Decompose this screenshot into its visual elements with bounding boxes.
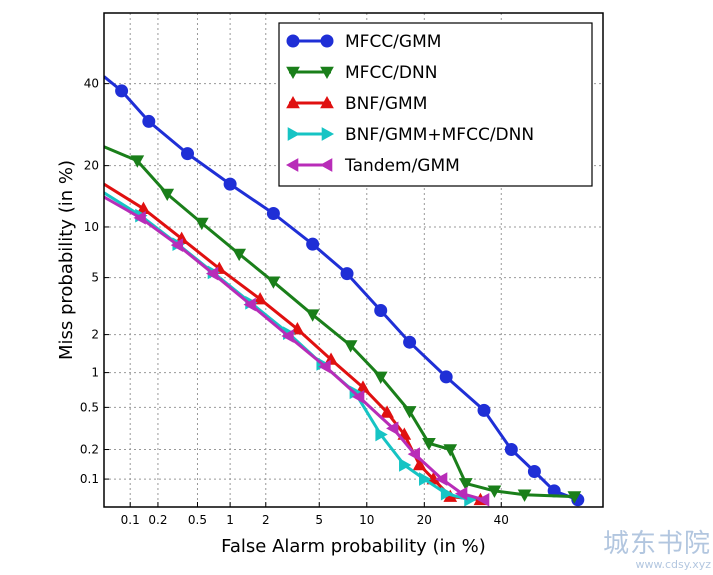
y-tick-label: 2 [91, 328, 99, 342]
x-tick-label: 10 [359, 513, 374, 527]
data-point [352, 390, 365, 404]
data-point [223, 177, 237, 191]
data-point [374, 303, 388, 317]
data-point [318, 359, 331, 374]
data-point [567, 491, 582, 504]
legend-label: MFCC/DNN [345, 63, 437, 83]
x-tick-label: 0.5 [188, 513, 207, 527]
x-tick-label: 0.1 [121, 513, 140, 527]
series-line [104, 195, 485, 502]
data-point [194, 217, 209, 231]
x-tick-label: 20 [417, 513, 432, 527]
x-tick-label: 40 [494, 513, 509, 527]
data-point [403, 335, 417, 349]
data-point [476, 492, 490, 507]
data-point [443, 444, 458, 457]
data-point [527, 464, 541, 478]
data-point [477, 403, 491, 417]
y-tick-label: 0.1 [80, 472, 99, 486]
series-4 [104, 195, 490, 507]
legend-label: MFCC/GMM [345, 32, 441, 52]
legend-marker [320, 66, 334, 80]
data-point [402, 406, 417, 419]
data-point [504, 443, 518, 457]
legend-label: BNF/GMM+MFCC/DNN [345, 125, 534, 145]
data-point [439, 370, 453, 384]
data-point [375, 427, 388, 442]
legend-marker [320, 95, 334, 109]
data-point [142, 114, 156, 128]
series-line [104, 145, 575, 499]
y-tick-label: 40 [84, 77, 99, 91]
data-point [434, 472, 448, 486]
data-point [380, 405, 394, 418]
legend-marker [319, 158, 333, 172]
watermark-text: 城东书院 [602, 529, 711, 559]
legend-marker [321, 127, 335, 141]
data-point [373, 371, 388, 384]
data-point [130, 155, 145, 168]
data-point [458, 478, 473, 491]
series-layer [104, 75, 585, 507]
y-tick-label: 10 [84, 220, 99, 234]
data-point [419, 472, 432, 486]
y-tick-label: 0.5 [80, 400, 99, 414]
data-point [243, 297, 256, 312]
series-0 [104, 75, 585, 507]
data-point [306, 237, 320, 251]
legend-label: Tandem/GMM [344, 156, 460, 176]
data-point [386, 421, 399, 436]
legend-marker [286, 95, 300, 109]
data-point [253, 292, 267, 305]
y-tick-label: 1 [91, 366, 99, 380]
data-point [440, 486, 454, 501]
y-tick-label: 0.2 [80, 443, 99, 457]
data-point [205, 266, 219, 281]
tick-labels: 0.1 0.2 0.5 1 2 5 10 20 40 0.1 0.2 0.5 1 2 5 10 20 40 [80, 77, 509, 527]
data-point [517, 489, 532, 502]
data-point [115, 84, 129, 98]
legend-marker [286, 66, 300, 80]
legend: MFCC/GMM MFCC/DNN BNF/GMM BNF/GMM+MFCC/DNN T… [278, 22, 593, 187]
data-point [170, 238, 184, 252]
x-tick-label: 1 [226, 513, 234, 527]
legend-marker [285, 158, 299, 172]
data-point [181, 147, 195, 161]
data-point [487, 485, 502, 498]
data-point [422, 438, 436, 451]
x-tick-label: 2 [262, 513, 270, 527]
legend-label: BNF/GMM [345, 94, 427, 114]
x-tick-label: 5 [315, 513, 323, 527]
data-point [133, 210, 146, 225]
y-tick-label: 20 [84, 159, 99, 173]
data-point [305, 309, 320, 322]
x-tick-label: 0.2 [148, 513, 167, 527]
legend-marker [286, 34, 300, 48]
data-point [281, 329, 294, 343]
watermark-url: www.cdsy.xyz [635, 558, 711, 571]
x-axis-label: False Alarm probability (in %) [221, 536, 486, 557]
plot-frame [103, 12, 604, 508]
series-line [104, 75, 579, 502]
series-1 [104, 145, 582, 504]
data-point [454, 486, 468, 501]
data-point [266, 207, 280, 221]
data-point [290, 322, 305, 335]
data-point [412, 457, 427, 471]
data-point [407, 447, 420, 461]
data-point [160, 188, 175, 202]
data-point [343, 340, 358, 353]
data-point [232, 248, 247, 262]
data-point [266, 276, 281, 289]
data-point [399, 458, 412, 472]
y-tick-label: 5 [91, 271, 99, 285]
watermark: 城东书院 www.cdsy.xyz [603, 523, 711, 571]
data-point [340, 267, 354, 281]
y-axis-label: Miss probability (in %) [56, 160, 77, 360]
legend-marker [320, 34, 334, 48]
legend-marker [287, 127, 301, 141]
